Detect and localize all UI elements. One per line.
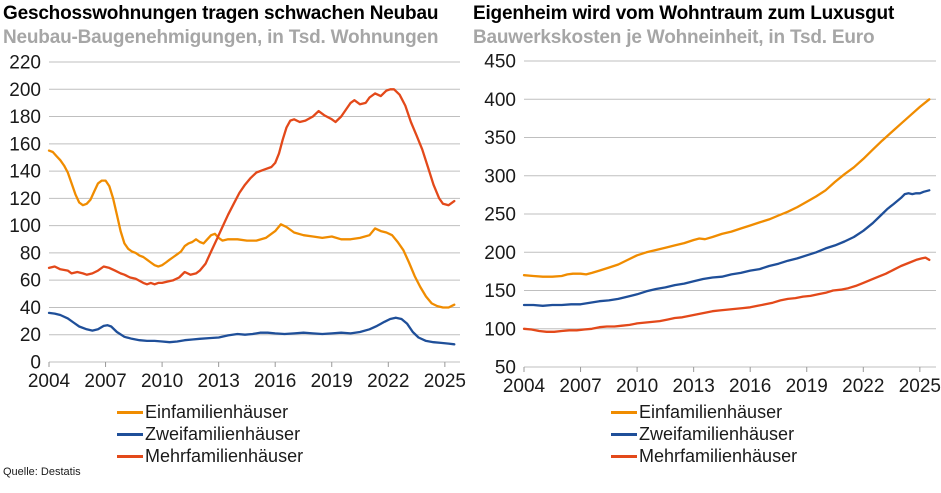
series-line-zweifamilienhaeuser: [47, 311, 456, 346]
x-tick-label: 2016: [729, 376, 771, 397]
y-tick-label: 450: [484, 52, 516, 73]
y-tick-label: 100: [484, 319, 516, 340]
y-tick-label: 120: [9, 189, 41, 210]
chart-panel-costs: Eigenheim wird vom Wohntraum zum Luxusgu…: [470, 0, 941, 493]
legend-swatch-line: [117, 410, 143, 414]
legend-item: Zweifamilienhäuser: [611, 423, 797, 445]
legend: Einfamilienhäuser Zweifamilienhäuser Mehrf…: [611, 401, 797, 467]
series-line-einfamilienhaeuser: [522, 98, 931, 278]
series-line-zweifamilienhaeuser: [522, 189, 931, 307]
x-tick-label: 2025: [899, 376, 941, 397]
x-tick-label: 2010: [616, 376, 658, 397]
legend-label: Mehrfamilienhäuser: [639, 445, 798, 466]
x-tick-label: 2007: [559, 376, 601, 397]
x-tick-label: 2013: [673, 376, 715, 397]
y-tick-label: 180: [9, 107, 41, 128]
chart-subtitle: Neubau-Baugenehmigungen, in Tsd. Wohnung…: [3, 27, 439, 48]
y-tick-label: 80: [20, 243, 41, 264]
legend-label: Einfamilienhäuser: [639, 401, 783, 422]
x-tick-label: 2004: [28, 371, 71, 392]
legend-swatch-line: [611, 432, 637, 436]
series-line-mehrfamilienhaeuser: [47, 88, 456, 286]
y-tick-label: 40: [20, 298, 41, 319]
y-tick-label: 200: [9, 80, 41, 101]
y-tick-label: 400: [484, 90, 516, 111]
legend: Einfamilienhäuser Zweifamilienhäuser Mehrf…: [117, 401, 303, 467]
y-tick-label: 250: [484, 205, 516, 226]
legend-label: Mehrfamilienhäuser: [145, 445, 304, 466]
chart-panel-permits: Geschosswohnungen tragen schwachen Neuba…: [0, 0, 470, 493]
y-tick-label: 350: [484, 128, 516, 149]
legend-swatch-line: [117, 432, 143, 436]
legend-item: Zweifamilienhäuser: [117, 423, 303, 445]
y-tick-label: 100: [9, 216, 41, 237]
x-tick-label: 2004: [503, 376, 546, 397]
series-line-einfamilienhaeuser: [47, 149, 456, 309]
legend-label: Zweifamilienhäuser: [145, 423, 301, 444]
y-tick-label: 50: [495, 358, 516, 379]
legend-label: Einfamilienhäuser: [145, 401, 289, 422]
source-note: Quelle: Destatis: [3, 466, 81, 478]
y-tick-label: 160: [9, 134, 41, 155]
series-line-mehrfamilienhaeuser: [522, 256, 931, 333]
y-tick-label: 0: [30, 353, 41, 374]
x-tick-label: 2025: [424, 371, 466, 392]
legend-swatch-line: [117, 454, 143, 458]
y-tick-label: 220: [9, 53, 41, 74]
y-tick-label: 300: [484, 166, 516, 187]
y-tick-label: 60: [20, 271, 41, 292]
chart-title: Geschosswohnungen tragen schwachen Neuba…: [3, 3, 439, 24]
x-tick-label: 2007: [84, 371, 126, 392]
legend-swatch-line: [611, 454, 637, 458]
chart-title: Eigenheim wird vom Wohntraum zum Luxusgu…: [473, 3, 895, 24]
x-tick-label: 2019: [786, 376, 828, 397]
legend-item: Einfamilienhäuser: [611, 401, 797, 423]
legend-label: Zweifamilienhäuser: [639, 423, 795, 444]
plot-area: 50 100 150 200 250 300 350 400 450 2004 2007 2010 20…: [484, 52, 941, 398]
y-tick-label: 150: [484, 281, 516, 302]
legend-item: Mehrfamilienhäuser: [611, 445, 797, 467]
plot-area: 0 20 40 60 80 100 120 140 160 180 200 220 2004 2007 20…: [9, 53, 466, 393]
legend-item: Einfamilienhäuser: [117, 401, 303, 423]
x-tick-label: 2010: [141, 371, 183, 392]
y-tick-label: 140: [9, 162, 41, 183]
y-tick-label: 200: [484, 243, 516, 264]
chart-subtitle: Bauwerkskosten je Wohneinheit, in Tsd. E…: [473, 27, 875, 48]
legend-item: Mehrfamilienhäuser: [117, 445, 303, 467]
x-tick-label: 2022: [367, 371, 409, 392]
x-tick-label: 2016: [254, 371, 296, 392]
x-tick-label: 2013: [198, 371, 240, 392]
x-tick-label: 2019: [311, 371, 353, 392]
x-tick-label: 2022: [842, 376, 884, 397]
y-tick-label: 20: [20, 325, 41, 346]
legend-swatch-line: [611, 410, 637, 414]
